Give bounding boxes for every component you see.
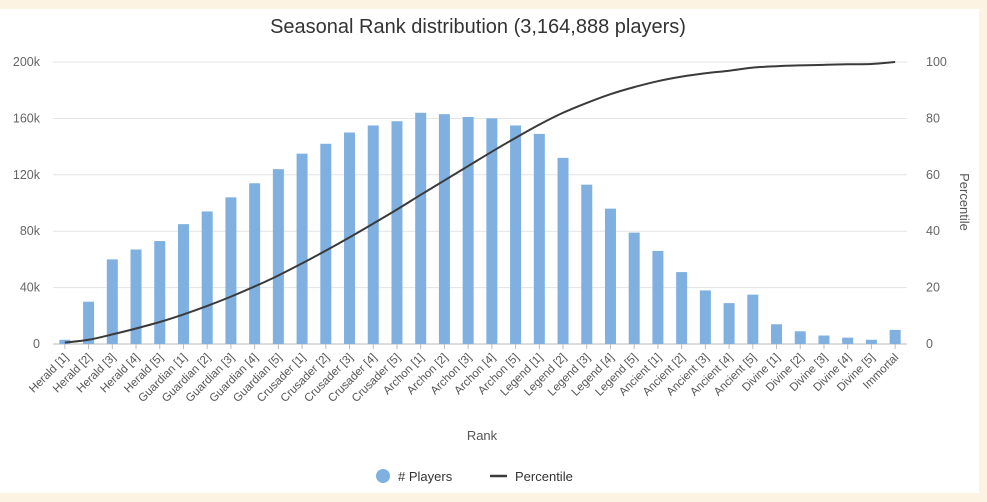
legend-label-players: # Players	[398, 469, 453, 484]
bar[interactable]	[699, 290, 711, 344]
bar[interactable]	[628, 232, 640, 344]
bar[interactable]	[842, 337, 854, 344]
right-tick-label: 20	[926, 281, 940, 295]
legend-swatch-players	[376, 469, 390, 483]
legend[interactable]: # Players Percentile	[376, 469, 573, 484]
bar[interactable]	[581, 184, 593, 344]
bar[interactable]	[510, 125, 522, 344]
bar-series	[59, 112, 901, 345]
right-axis-ticks: 0 20 40 60 80 100	[926, 55, 947, 351]
left-tick-label: 200k	[13, 55, 41, 69]
x-axis-ticks: Herald [1]Herald [2]Herald [3]Herald [4]…	[27, 344, 901, 405]
left-tick-label: 80k	[20, 224, 41, 238]
chart-panel: Seasonal Rank distribution (3,164,888 pl…	[0, 9, 979, 493]
bar[interactable]	[533, 133, 545, 344]
bar[interactable]	[415, 112, 427, 344]
right-tick-label: 60	[926, 168, 940, 182]
legend-item-percentile[interactable]: Percentile	[490, 469, 573, 484]
bar[interactable]	[865, 339, 877, 344]
bar[interactable]	[296, 153, 308, 344]
bar[interactable]	[794, 331, 806, 344]
bar[interactable]	[201, 211, 213, 344]
bar[interactable]	[771, 324, 783, 344]
bar[interactable]	[83, 301, 95, 344]
bar[interactable]	[723, 303, 735, 344]
left-tick-label: 160k	[13, 111, 41, 125]
bar[interactable]	[106, 259, 118, 344]
bar[interactable]	[486, 118, 498, 345]
bar[interactable]	[272, 169, 284, 344]
left-tick-label: 40k	[20, 281, 41, 295]
bar[interactable]	[676, 272, 688, 344]
bar[interactable]	[177, 224, 189, 344]
bar[interactable]	[604, 208, 616, 344]
legend-label-percentile: Percentile	[515, 469, 573, 484]
bar[interactable]	[462, 116, 474, 345]
right-tick-label: 80	[926, 111, 940, 125]
bar[interactable]	[818, 335, 830, 344]
bar[interactable]	[367, 125, 379, 344]
percentile-series	[64, 61, 896, 344]
bar[interactable]	[889, 329, 901, 344]
right-axis-title: Percentile	[957, 173, 972, 231]
legend-item-players[interactable]: # Players	[376, 469, 453, 484]
bar[interactable]	[652, 250, 664, 344]
bar[interactable]	[557, 157, 569, 344]
bar[interactable]	[249, 183, 261, 344]
bar[interactable]	[438, 114, 450, 344]
right-tick-label: 0	[926, 337, 933, 351]
bar[interactable]	[130, 249, 142, 344]
percentile-line[interactable]	[64, 61, 896, 344]
left-tick-label: 0	[33, 337, 40, 351]
right-tick-label: 40	[926, 224, 940, 238]
left-tick-label: 120k	[13, 168, 41, 182]
bar[interactable]	[747, 294, 759, 344]
gridlines	[53, 61, 907, 345]
chart-title: Seasonal Rank distribution (3,164,888 pl…	[270, 16, 686, 38]
left-axis-ticks: 0 40k 80k 120k 160k 200k	[13, 55, 41, 351]
bar[interactable]	[391, 121, 403, 344]
x-axis-title: Rank	[467, 428, 498, 443]
right-tick-label: 100	[926, 55, 947, 69]
bar[interactable]	[320, 143, 332, 344]
bar[interactable]	[225, 197, 237, 344]
bar[interactable]	[154, 241, 166, 344]
